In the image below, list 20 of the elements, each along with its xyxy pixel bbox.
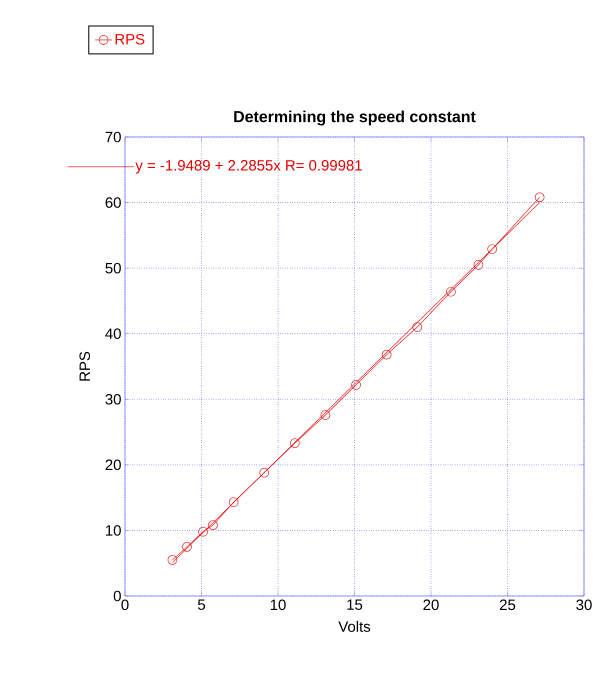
y-tick-label: 50: [105, 262, 121, 274]
chart-title: Determining the speed constant: [234, 110, 476, 126]
x-tick-label: 5: [198, 600, 206, 610]
legend-label: y = -1.9489 + 2.2855x R= 0.99981: [135, 160, 362, 174]
y-axis-title: RPS: [79, 352, 90, 381]
y-tick-label: 0: [114, 590, 121, 602]
x-tick-label: 30: [576, 600, 592, 610]
y-tick-label: 40: [105, 328, 121, 339]
y-tick-label: 10: [106, 525, 121, 536]
y-tick-label: 70: [106, 132, 121, 142]
y-tick-label: 30: [105, 394, 121, 405]
x-tick-label: 15: [347, 600, 362, 610]
x-tick-label: 25: [500, 600, 516, 610]
y-tick-label: 60: [106, 197, 121, 208]
x-axis-title: Volts: [338, 620, 370, 632]
legend-label: RPS: [116, 34, 144, 45]
x-tick-label: 20: [423, 600, 439, 610]
x-tick-label: 10: [270, 600, 286, 610]
y-tick-label: 20: [106, 460, 121, 470]
x-tick-label: 0: [121, 600, 129, 610]
